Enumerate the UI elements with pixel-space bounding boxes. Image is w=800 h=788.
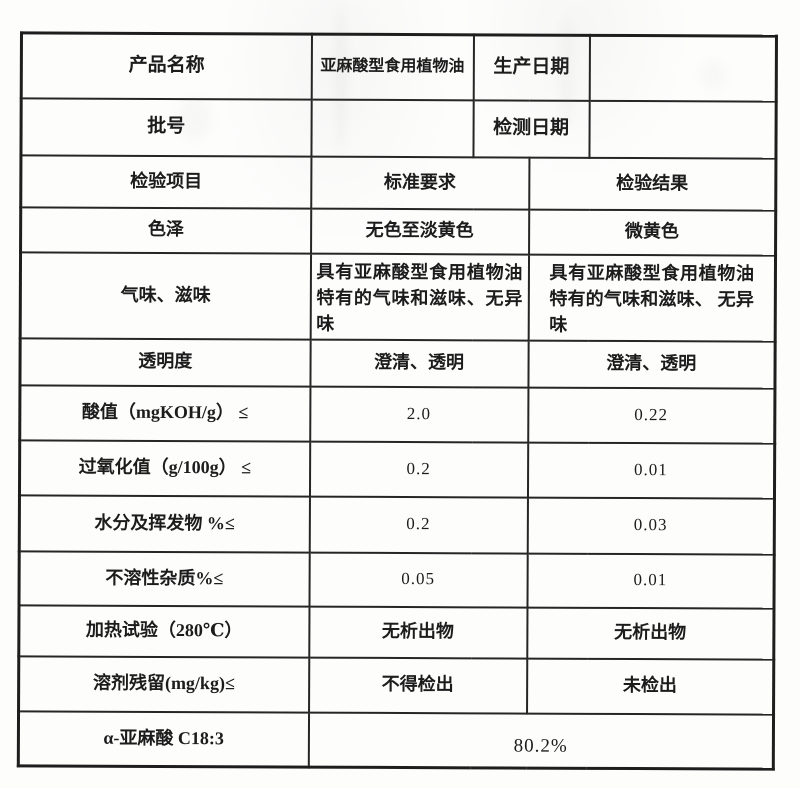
item-label-cell: 溶剂残留(mg/kg)≤	[18, 655, 309, 713]
table-row: 批号 检测日期	[20, 97, 777, 159]
table-row: 溶剂残留(mg/kg)≤ 不得检出 未检出	[18, 655, 774, 715]
result-value-cell: 澄清、透明	[527, 340, 776, 389]
result-value-cell: 微黄色	[528, 209, 776, 256]
field-label-cell: 批号	[20, 97, 312, 157]
standard-value-cell: 0.2	[309, 496, 528, 554]
field-value-cell: 亚麻酸型食用植物油	[311, 34, 474, 100]
field-label-cell: 检测日期	[472, 99, 590, 158]
column-header-cell: 标准要求	[310, 156, 529, 210]
item-label-cell: 色泽	[20, 206, 311, 254]
table-row: 水分及挥发物 %≤ 0.2 0.03	[19, 494, 775, 555]
item-label-cell: 透明度	[19, 337, 311, 387]
item-label-cell: 过氧化值（g/100g） ≤	[19, 439, 310, 497]
standard-value-cell: 0.05	[308, 552, 528, 608]
column-header-cell: 检验项目	[20, 154, 311, 209]
result-value-cell: 0.03	[527, 497, 775, 555]
alpha-linolenic-value-cell: 80.2%	[308, 712, 774, 770]
standard-value-cell: 2.0	[309, 386, 528, 443]
item-label-cell: 不溶性杂质%≤	[19, 550, 310, 607]
result-value-cell: 未检出	[526, 658, 774, 715]
result-value-cell: 具有亚麻酸型食用植物油特有的气味和滋味、 无异味	[528, 254, 776, 342]
result-value-cell: 0.01	[526, 553, 775, 609]
standard-value-cell: 具有亚麻酸型食用植物油特有的气味和滋味、无异味	[310, 253, 529, 341]
table-header-row: 检验项目 标准要求 检验结果	[20, 154, 776, 211]
item-label-cell: 加热试验（280℃）	[18, 604, 309, 658]
item-label-cell: 气味、滋味	[20, 251, 311, 340]
standard-value-cell: 不得检出	[308, 657, 527, 714]
table-row: 色泽 无色至淡黄色 微黄色	[20, 206, 776, 256]
table-row: 气味、滋味 具有亚麻酸型食用植物油特有的气味和滋味、无异味 具有亚麻酸型食用植物…	[20, 251, 776, 342]
table-row: 不溶性杂质%≤ 0.05 0.01	[19, 550, 775, 609]
table-row: 酸值（mgKOH/g） ≤ 2.0 0.22	[19, 384, 775, 444]
field-value-cell	[310, 99, 474, 157]
standard-value-cell: 0.2	[309, 441, 528, 498]
standard-value-cell: 无析出物	[308, 606, 527, 659]
table-row: 透明度 澄清、透明 澄清、透明	[19, 337, 776, 389]
result-value-cell: 0.22	[527, 387, 775, 444]
inspection-table: 产品名称 亚麻酸型食用植物油 生产日期 批号 检测日期 检验项目 标准要求 检验…	[16, 31, 779, 771]
standard-value-cell: 无色至淡黄色	[310, 208, 529, 255]
field-label-cell: 产品名称	[21, 32, 312, 100]
result-value-cell: 无析出物	[526, 607, 775, 660]
item-label-cell: 水分及挥发物 %≤	[19, 494, 310, 553]
table-row: 加热试验（280℃） 无析出物 无析出物	[18, 604, 775, 660]
item-label-cell: 酸值（mgKOH/g） ≤	[19, 384, 310, 442]
field-value-cell	[589, 35, 777, 102]
column-header-cell: 检验结果	[528, 157, 776, 211]
standard-value-cell: 澄清、透明	[309, 339, 529, 388]
parameter-label-cell: α-亚麻酸 C18:3	[18, 710, 309, 768]
table-row: 产品名称 亚麻酸型食用植物油 生产日期	[21, 32, 777, 102]
table-row: 过氧化值（g/100g） ≤ 0.2 0.01	[19, 439, 775, 499]
field-value-cell	[588, 100, 777, 159]
table-row: α-亚麻酸 C18:3 80.2%	[18, 710, 774, 770]
result-value-cell: 0.01	[527, 442, 775, 499]
field-label-cell: 生产日期	[473, 34, 590, 101]
